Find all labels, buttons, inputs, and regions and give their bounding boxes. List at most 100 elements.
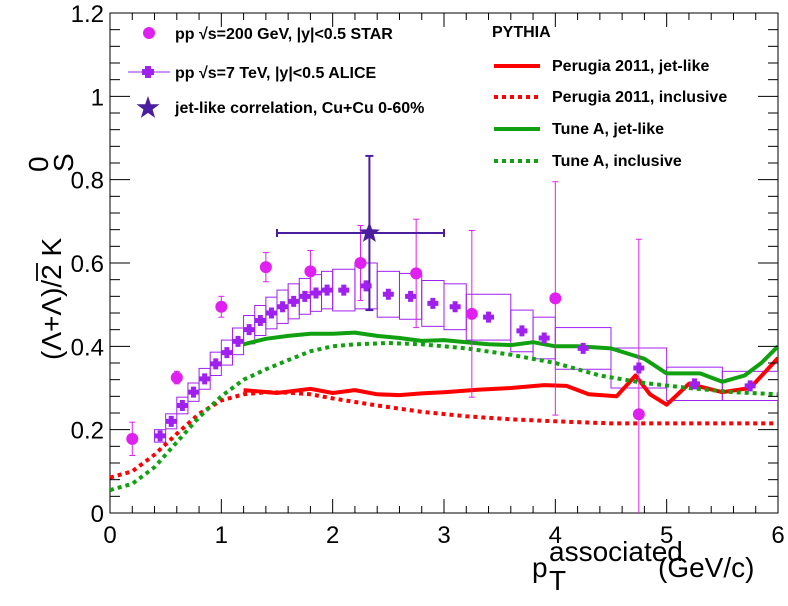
star-data-point — [259, 261, 272, 274]
alice-sys-box — [154, 429, 167, 443]
star-data-point — [126, 432, 139, 445]
star-data-point — [632, 408, 645, 421]
pythia-curve-1 — [110, 390, 778, 480]
alice-sys-box — [165, 413, 178, 430]
y-tick-label: 0.8 — [71, 168, 104, 195]
legend-label-tunea-inclusive: Tune A, inclusive — [552, 153, 682, 170]
alice-systematic-boxes — [154, 262, 778, 443]
legend-label-star: pp √s=200 GeV, |y|<0.5 STAR — [175, 26, 393, 43]
x-axis-title-sub: T — [549, 565, 566, 596]
alice-data-point — [243, 324, 255, 336]
data-markers — [126, 222, 756, 445]
y-axis: 0 0.2 0.4 0.6 0.8 1 1.2 — [71, 1, 778, 528]
legend-entry-tunea-inclusive: Tune A, inclusive — [494, 153, 682, 170]
alice-data-point — [310, 287, 322, 299]
legend-marker-alice-cross — [142, 66, 154, 78]
y-axis-title-main: (Λ+Λ)/2 K — [36, 237, 67, 360]
alice-data-point — [221, 347, 233, 359]
x-axis: 0 1 2 3 4 5 6 — [103, 13, 785, 549]
plot-frame — [109, 12, 779, 514]
alice-data-point — [538, 332, 550, 344]
alice-data-point — [633, 362, 645, 374]
x-tick-label: 4 — [549, 522, 562, 549]
legend-entry-star: pp √s=200 GeV, |y|<0.5 STAR — [143, 26, 393, 43]
pythia-curve-0 — [243, 356, 778, 407]
alice-data-point — [232, 335, 244, 347]
alice-data-point — [382, 288, 394, 300]
star-data-point — [215, 300, 228, 313]
error-bars — [129, 154, 642, 513]
alice-data-point — [577, 342, 589, 354]
alice-data-point — [321, 284, 333, 296]
alice-data-point — [165, 415, 177, 427]
x-axis-title-main: p — [532, 552, 548, 583]
star-data-point — [549, 292, 562, 305]
alice-data-point — [483, 311, 495, 323]
star-data-point — [170, 371, 183, 384]
alice-data-point — [449, 301, 461, 313]
star-data-point — [465, 307, 478, 320]
alice-data-point — [288, 295, 300, 307]
y-tick-label: 0.4 — [71, 334, 104, 361]
y-tick-label: 0 — [91, 501, 104, 528]
legend-pythia: PYTHIA Perugia 2011, jet-like Perugia 20… — [492, 24, 727, 170]
star-data-point — [410, 267, 423, 280]
legend-marker-star-circle — [143, 27, 155, 39]
alice-data-point — [405, 290, 417, 302]
alice-data-point — [427, 297, 439, 309]
alice-data-point — [277, 301, 289, 313]
legend-experiments: pp √s=200 GeV, |y|<0.5 STAR pp √s=7 TeV,… — [128, 26, 424, 118]
y-axis-title-sup: 0 — [23, 156, 54, 172]
x-tick-label: 0 — [103, 522, 116, 549]
x-axis-title: p associated T (GeV/c) — [532, 536, 754, 596]
alice-data-point — [188, 386, 199, 398]
legend-entry-perugia-jet: Perugia 2011, jet-like — [494, 58, 710, 75]
legend-label-tunea-jet: Tune A, jet-like — [552, 121, 664, 138]
alice-data-point — [199, 373, 211, 385]
alice-data-point — [254, 315, 266, 326]
alice-data-point — [176, 400, 188, 411]
x-tick-label: 1 — [215, 522, 228, 549]
legend-marker-jet-star — [136, 96, 160, 118]
y-tick-label: 1.2 — [71, 1, 104, 28]
pythia-curve-2 — [243, 330, 778, 384]
x-axis-title-sup: associated — [549, 536, 683, 567]
x-axis-title-unit: (GeV/c) — [658, 552, 754, 583]
alice-data-point — [744, 380, 756, 392]
jet-data-point — [358, 222, 380, 242]
legend-label-perugia-jet: Perugia 2011, jet-like — [552, 58, 710, 75]
legend-entry-alice: pp √s=7 TeV, |y|<0.5 ALICE — [128, 65, 377, 82]
legend-label-perugia-inclusive: Perugia 2011, inclusive — [552, 89, 727, 106]
alice-data-point — [360, 280, 372, 292]
x-tick-label: 6 — [771, 522, 784, 549]
legend-label-alice: pp √s=7 TeV, |y|<0.5 ALICE — [175, 65, 377, 82]
alice-sys-box — [176, 396, 189, 415]
y-tick-label: 0.2 — [71, 418, 104, 445]
y-axis-title: (Λ+Λ)/2 K 0 S — [23, 153, 79, 360]
pythia-curve-3 — [110, 341, 778, 493]
alice-sys-box — [198, 367, 211, 390]
y-tick-label: 0.6 — [71, 251, 104, 278]
pythia-curves — [110, 330, 778, 493]
alice-data-point — [154, 430, 166, 442]
alice-sys-box — [187, 382, 200, 402]
legend-entry-perugia-inclusive: Perugia 2011, inclusive — [494, 89, 727, 106]
y-tick-label: 1 — [91, 84, 104, 111]
legend-label-jet: jet-like correlation, Cu+Cu 0-60% — [174, 100, 424, 117]
legend-entry-jet: jet-like correlation, Cu+Cu 0-60% — [136, 96, 424, 118]
legend-pythia-title: PYTHIA — [492, 24, 551, 41]
star-data-point — [354, 257, 367, 269]
x-tick-label: 3 — [437, 522, 450, 549]
legend-entry-tunea-jet: Tune A, jet-like — [494, 121, 664, 138]
x-tick-label: 5 — [660, 522, 673, 549]
alice-data-point — [516, 325, 528, 337]
alice-data-point — [338, 284, 350, 296]
star-data-point — [304, 265, 317, 278]
alice-data-point — [299, 290, 311, 302]
alice-data-point — [689, 378, 700, 390]
alice-data-point — [265, 307, 277, 319]
x-tick-label: 2 — [326, 522, 339, 549]
y-axis-title-sub: S — [48, 153, 79, 172]
alice-data-point — [210, 358, 222, 370]
